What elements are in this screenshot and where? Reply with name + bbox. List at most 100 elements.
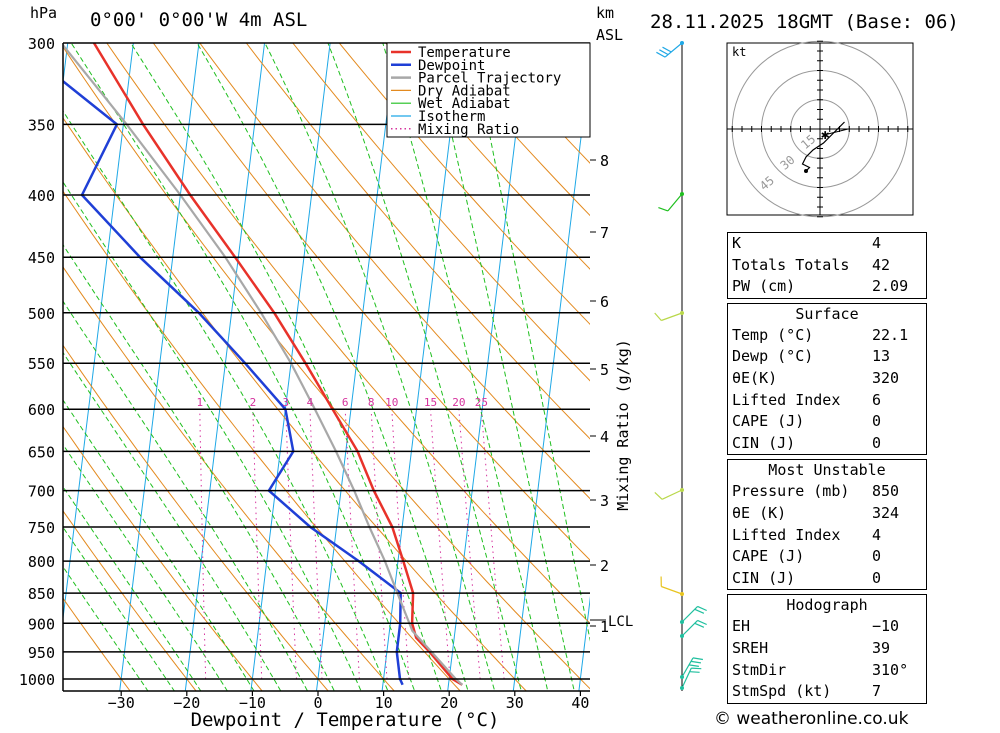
lcl-label: LCL	[608, 614, 633, 630]
legend-label: Dewpoint	[418, 58, 485, 74]
index-value: 22.1	[872, 325, 909, 344]
axes-frame	[62, 43, 590, 692]
wind-barb-feather	[692, 657, 703, 661]
index-value: 4	[872, 234, 882, 252]
index-key: θE(K)	[732, 368, 778, 387]
dry-adiabat-line	[948, 7, 1000, 705]
pressure-level-lines	[63, 42, 590, 680]
mixing-ratio-line	[480, 409, 505, 680]
dry-adiabat-line	[63, 117, 527, 691]
index-row: Lifted Index 4	[728, 525, 926, 547]
dry-adiabat-line	[385, 43, 590, 270]
wind-barb-feather	[697, 619, 707, 626]
mixing-ratio-line	[370, 409, 388, 680]
index-row: Temp (°C) 22.1	[728, 325, 926, 347]
index-row: CIN (J) 0	[728, 433, 926, 455]
index-row: Dewp (°C) 13	[728, 346, 926, 368]
index-row: θE(K) 320	[728, 368, 926, 390]
index-value: 7	[872, 682, 882, 701]
wet-adiabat-line	[63, 565, 149, 691]
wet-adiabat-line	[63, 243, 335, 691]
index-row: SREH 39	[728, 638, 926, 660]
mixing-ratio-labels: 1 2 3 4 6 8 10 15 20 25	[196, 396, 488, 409]
index-key: SREH	[732, 638, 769, 657]
index-key: CIN (J)	[732, 433, 796, 452]
isotherm-line	[184, 43, 266, 691]
km-tick-label: 3	[600, 492, 609, 510]
km-tick-label: 8	[600, 152, 609, 170]
index-row: EH −10	[728, 616, 926, 638]
wind-barb-feather	[690, 660, 701, 664]
wind-barb-feather	[662, 46, 672, 53]
index-row: CIN (J) 0	[728, 568, 926, 590]
general-indices-box: K 4 Totals Totals 42 PW (cm) 2.09	[727, 232, 927, 299]
mixing-ratio-line	[391, 409, 410, 680]
pressure-tick-label: 900	[28, 615, 55, 633]
mixing-ratio-line	[309, 409, 323, 680]
wind-barb-feather	[689, 671, 700, 673]
mixing-ratio-axis-label: Mixing Ratio (g/kg)	[614, 339, 632, 511]
wet-adiabat-line	[63, 485, 202, 691]
wind-barb-column	[654, 41, 707, 691]
pressure-tick-label: 700	[28, 483, 55, 501]
index-value: 310°	[872, 660, 909, 679]
wind-barb-feather	[694, 608, 705, 614]
wind-barb	[681, 605, 699, 623]
index-value: 39	[872, 638, 891, 657]
index-key: θE (K)	[732, 503, 787, 522]
index-value: 13	[872, 347, 891, 366]
index-key: EH	[732, 617, 751, 636]
hodograph-title: Hodograph	[786, 596, 868, 615]
pressure-tick-label: 800	[28, 553, 55, 571]
index-key: Totals Totals	[732, 255, 850, 274]
km-tick-labels: 1 2 3 4 5 6 7 8 LCL	[590, 152, 633, 636]
index-key: K	[732, 234, 742, 252]
surface-box: Surface Temp (°C) 22.1 Dewp (°C) 13 θE(K) 320…	[727, 302, 927, 456]
x-tick-label: 20	[440, 694, 458, 712]
dry-adiabat-line	[63, 344, 329, 691]
index-key: StmSpd (kt)	[732, 682, 832, 701]
dry-adiabat-line	[199, 43, 590, 500]
pressure-tick-label: 650	[28, 443, 55, 461]
x-tick-label: −20	[173, 694, 200, 712]
hpa-unit-label: hPa	[30, 4, 57, 22]
index-value: 2.09	[872, 277, 909, 296]
temperature-tick-labels: −30 −20 −10 0 10 20 30 40	[108, 691, 589, 712]
index-value: 6	[872, 390, 882, 409]
wind-barb	[667, 193, 683, 212]
location-label: 0°00' 0°00'W 4m ASL	[90, 9, 307, 31]
index-value: 0	[872, 547, 882, 566]
asl-unit-label: ASL	[596, 26, 623, 44]
km-tick-label: 4	[600, 428, 609, 446]
storm-motion-marker: ✱	[821, 127, 830, 143]
index-value: 320	[872, 368, 900, 387]
wet-adiabat-line	[63, 443, 229, 691]
pressure-tick-label: 850	[28, 585, 55, 603]
wet-adiabat-line	[63, 526, 175, 691]
most-unstable-title: Most Unstable	[768, 461, 886, 480]
index-key: Temp (°C)	[732, 325, 814, 344]
index-row: StmSpd (kt) 7	[728, 681, 926, 703]
wind-barb-feather	[691, 667, 702, 670]
x-tick-label: 40	[571, 694, 589, 712]
hodograph-unit-label: kt	[732, 45, 746, 59]
dry-adiabat-line	[431, 43, 590, 217]
km-tick-label: 2	[600, 557, 609, 575]
x-tick-label: −10	[239, 694, 266, 712]
pressure-tick-label: 300	[28, 35, 55, 53]
index-value: 0	[872, 433, 882, 452]
dry-adiabat-line	[63, 425, 263, 691]
km-unit-label: km	[596, 4, 614, 22]
index-key: CAPE (J)	[732, 547, 805, 566]
wet-adiabat-line	[63, 300, 309, 691]
wet-adiabat-line	[264, 43, 496, 691]
hodograph-shear-line	[827, 128, 849, 135]
hodograph-end-dot	[804, 169, 808, 173]
legend-label: Dry Adiabat	[418, 83, 511, 99]
mixing-ratio-value-label: 10	[385, 396, 398, 409]
wet-adiabat-line	[382, 43, 549, 691]
mixing-ratio-value-label: 6	[342, 396, 349, 409]
